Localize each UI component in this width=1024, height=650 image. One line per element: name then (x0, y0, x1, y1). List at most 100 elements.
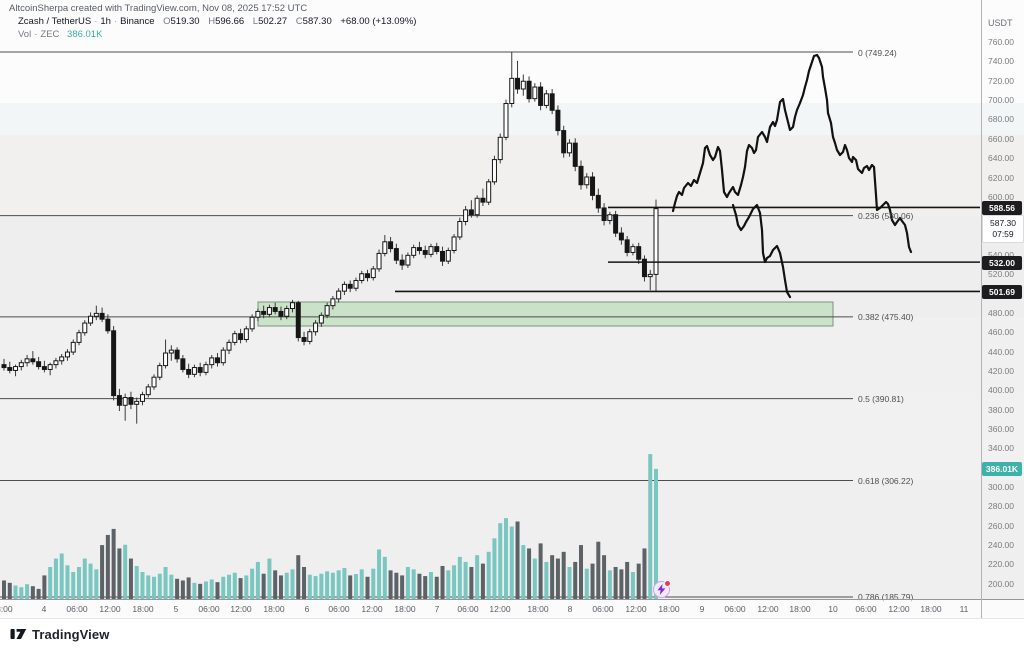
volume-bar (411, 569, 416, 599)
candle (526, 80, 532, 100)
candle (197, 367, 203, 373)
volume-bar (440, 565, 445, 599)
volume-bar (209, 579, 214, 599)
fib-level-label: 0.786 (185.79) (858, 592, 914, 603)
price-axis[interactable]: USDT 760.00 740.00 720.00 700.00 680.00 660.0… (982, 0, 1024, 618)
volume-bar (128, 558, 133, 599)
projection-down-squiggle[interactable] (731, 203, 792, 299)
volume-label: Vol (18, 29, 32, 40)
volume-bar (348, 575, 353, 599)
fib-level-label: 0.236 (580.06) (858, 211, 914, 222)
candle (70, 341, 76, 353)
volume-bar (244, 575, 249, 599)
demand-zone-box[interactable] (257, 301, 834, 327)
candle (209, 357, 215, 366)
volume-bar (30, 586, 35, 599)
volume-bar (509, 526, 514, 599)
candle (186, 368, 192, 375)
candle (59, 356, 65, 362)
volume-bar (480, 563, 485, 599)
candle (284, 308, 290, 317)
price-level-badge: 532.00 (982, 255, 1022, 270)
volume-bar (579, 545, 583, 599)
volume-bar (613, 566, 618, 599)
candle (53, 360, 59, 366)
background-band (0, 317, 1024, 399)
candle (440, 250, 446, 262)
volume-bar (255, 561, 260, 599)
volume-bar (203, 581, 208, 599)
projection-up-zigzag[interactable] (671, 53, 913, 254)
volume-bar (532, 558, 537, 599)
candle (520, 80, 526, 90)
time-tick-label: 18:00 (789, 604, 811, 614)
volume-bar (330, 572, 335, 599)
volume-bar (521, 545, 526, 599)
volume-bar (19, 587, 24, 599)
volume-bar (446, 570, 451, 599)
candle (116, 395, 122, 406)
volume-bar (180, 580, 185, 599)
volume-bar (146, 575, 151, 599)
candle (370, 268, 376, 279)
volume-bar (584, 568, 589, 599)
candle (468, 209, 474, 216)
volume-bar (152, 576, 157, 599)
volume-bar (134, 565, 139, 599)
candle (255, 310, 261, 318)
volume-bar (394, 572, 399, 599)
volume-bar (544, 561, 549, 599)
fib-level-label: 0.618 (306.22) (858, 475, 914, 486)
volume-bar (267, 558, 272, 599)
volume-bar (53, 558, 58, 599)
candle (64, 351, 70, 358)
candle (497, 136, 503, 161)
close-value: 587.30 (302, 16, 332, 27)
candle (220, 349, 226, 364)
time-tick-label: 4 (41, 604, 47, 614)
time-tick-label: 12:00 (625, 604, 647, 614)
candle (324, 305, 330, 316)
volume-bar (434, 576, 439, 599)
candle (451, 236, 457, 252)
background-band (0, 399, 1024, 480)
time-tick-label: 12:00 (99, 604, 121, 614)
candle (445, 250, 451, 262)
candle (543, 93, 549, 106)
volume-bar (117, 548, 122, 599)
volume-bar (452, 565, 457, 599)
event-marker-icon[interactable] (653, 580, 671, 598)
volume-bar (307, 574, 312, 599)
volume-bar (567, 566, 572, 599)
volume-bar (261, 573, 266, 599)
time-tick-label: 12:00 (757, 604, 779, 614)
volume-bar (319, 573, 324, 599)
candle (30, 358, 36, 363)
price-tick-label: 200.00 (988, 578, 1014, 589)
time-tick-label: 06:00 (855, 604, 877, 614)
candle (595, 194, 601, 209)
candle (261, 310, 267, 315)
candle (538, 86, 544, 106)
time-axis[interactable]: 18:00 4 06:00 12:00 18:00 5 06:00 12:00 18:00 6 06… (0, 600, 1024, 618)
candle (636, 246, 642, 260)
time-tick-label: 06:00 (457, 604, 479, 614)
volume-bar (486, 551, 491, 599)
candle (347, 283, 353, 289)
time-tick-label: 18:00 (394, 604, 416, 614)
price-tick-label: 700.00 (988, 95, 1014, 106)
candle (336, 290, 342, 300)
volume-bar (475, 555, 480, 599)
symbol-legend[interactable]: Zcash / TetherUS · 1h · Binance O519.30 H596… (18, 16, 416, 27)
volume-legend[interactable]: Vol · ZEC 386.01K (18, 29, 102, 40)
volume-bar (313, 576, 318, 599)
candle (474, 197, 480, 216)
volume-bar (88, 563, 93, 599)
price-tick-label: 260.00 (988, 520, 1014, 531)
tradingview-logo[interactable]: TradingView (10, 626, 109, 642)
price-level-badge: 588.56 (982, 200, 1022, 215)
candle (549, 93, 555, 111)
candle (382, 241, 388, 254)
